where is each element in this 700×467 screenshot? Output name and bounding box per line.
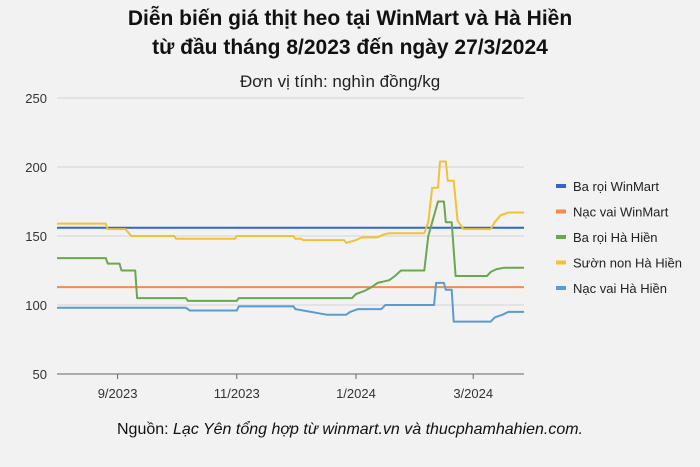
chart-title-line-2: từ đầu tháng 8/2023 đến ngày 27/3/2024 xyxy=(152,36,548,59)
source-text: Lạc Yên tổng hợp từ winmart.vn và thucph… xyxy=(173,421,583,438)
series-line-5 xyxy=(57,281,524,323)
legend-swatch-2 xyxy=(556,209,566,214)
legend-swatch-5 xyxy=(556,286,566,290)
line-chart: 50 100 150 200 250 9/2023 11/2023 1/2024 3/2024 B… xyxy=(25,91,682,401)
y-tick-label: 150 xyxy=(25,229,47,244)
y-tick-label: 50 xyxy=(33,367,47,382)
legend-label-2: Nạc vai WinMart xyxy=(573,205,669,220)
source-prefix: Nguồn: xyxy=(116,421,174,438)
legend-label-5: Nạc vai Hà Hiền xyxy=(573,281,667,296)
source-note: Nguồn: Lạc Yên tổng hợp từ winmart.vn và… xyxy=(0,421,700,439)
series-line-3 xyxy=(57,200,524,302)
x-tick-label: 1/2024 xyxy=(336,386,376,401)
y-tick-label: 100 xyxy=(25,298,47,313)
chart-title: Diễn biến giá thịt heo tại WinMart và Hà… xyxy=(0,4,700,62)
legend-label-4: Sườn non Hà Hiền xyxy=(573,256,682,271)
chart-title-line-1: Diễn biến giá thịt heo tại WinMart và Hà… xyxy=(127,7,573,30)
legend-swatch-1 xyxy=(556,184,566,188)
y-axis-unit-label: Đơn vị tính: nghìn đồng/kg xyxy=(240,72,441,91)
x-tick-label: 11/2023 xyxy=(214,386,260,401)
y-tick-label: 200 xyxy=(25,160,47,175)
legend-swatch-4 xyxy=(556,260,566,265)
legend-label-3: Ba rọi Hà Hiền xyxy=(573,230,658,245)
legend-label-1: Ba rọi WinMart xyxy=(573,179,659,194)
y-tick-label: 250 xyxy=(25,91,47,106)
x-tick-label: 3/2024 xyxy=(453,386,493,401)
series-line-4 xyxy=(57,160,524,244)
x-tick-label: 9/2023 xyxy=(98,386,138,401)
legend-swatch-3 xyxy=(556,235,566,239)
